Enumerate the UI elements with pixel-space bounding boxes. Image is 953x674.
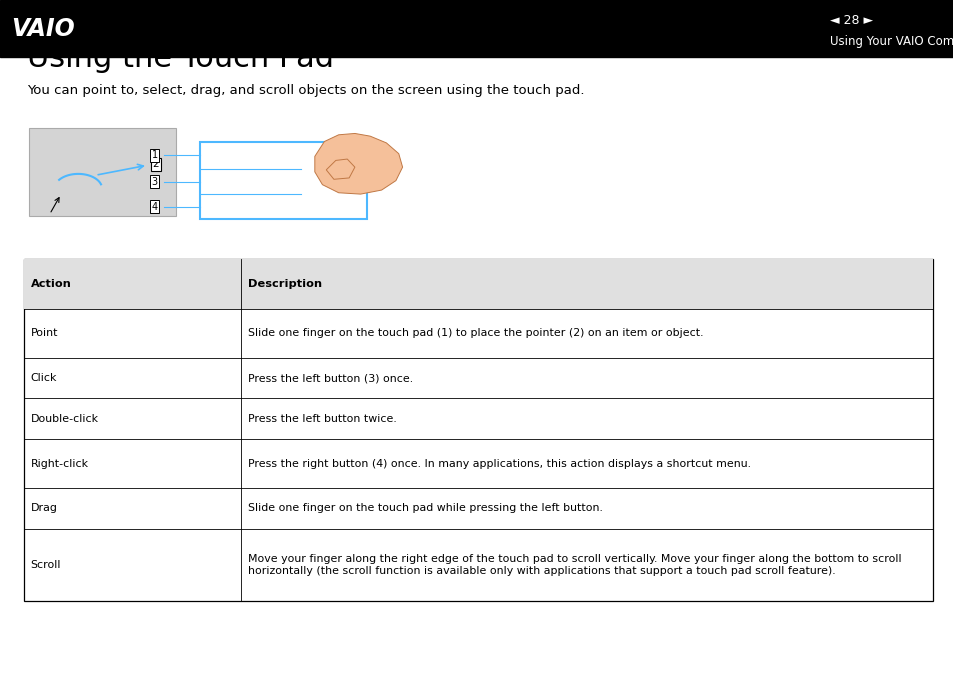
- Text: Double-click: Double-click: [30, 414, 98, 424]
- Text: Scroll: Scroll: [30, 560, 61, 570]
- Text: Press the left button (3) once.: Press the left button (3) once.: [248, 373, 413, 384]
- Text: Slide one finger on the touch pad while pressing the left button.: Slide one finger on the touch pad while …: [248, 503, 602, 514]
- Text: Point: Point: [30, 328, 58, 338]
- Text: ◄ 28 ►: ◄ 28 ►: [829, 13, 872, 26]
- Polygon shape: [326, 159, 355, 179]
- Text: Press the left button twice.: Press the left button twice.: [248, 414, 396, 424]
- Bar: [200, 142, 367, 219]
- Text: Description: Description: [248, 279, 322, 289]
- Polygon shape: [314, 133, 402, 194]
- Text: 1: 1: [152, 150, 157, 160]
- Text: Right-click: Right-click: [30, 458, 89, 468]
- Text: 3: 3: [152, 177, 157, 187]
- Text: Drag: Drag: [30, 503, 57, 514]
- Text: You can point to, select, drag, and scroll objects on the screen using the touch: You can point to, select, drag, and scro…: [27, 84, 583, 97]
- Bar: [24, 259, 932, 309]
- Text: Slide one finger on the touch pad (1) to place the pointer (2) on an item or obj: Slide one finger on the touch pad (1) to…: [248, 328, 702, 338]
- Text: Using Your VAIO Computer: Using Your VAIO Computer: [829, 35, 953, 48]
- Text: Using the Touch Pad: Using the Touch Pad: [27, 44, 334, 73]
- Text: Action: Action: [30, 279, 71, 289]
- Bar: [0, 0, 953, 57]
- Text: VAIO: VAIO: [11, 17, 75, 40]
- Text: 2: 2: [152, 160, 159, 169]
- Text: 4: 4: [152, 202, 157, 212]
- Bar: [29, 128, 176, 216]
- Text: Click: Click: [30, 373, 57, 384]
- Text: Press the right button (4) once. In many applications, this action displays a sh: Press the right button (4) once. In many…: [248, 458, 750, 468]
- Text: Move your finger along the right edge of the touch pad to scroll vertically. Mov: Move your finger along the right edge of…: [248, 553, 901, 576]
- Bar: [24, 259, 932, 601]
